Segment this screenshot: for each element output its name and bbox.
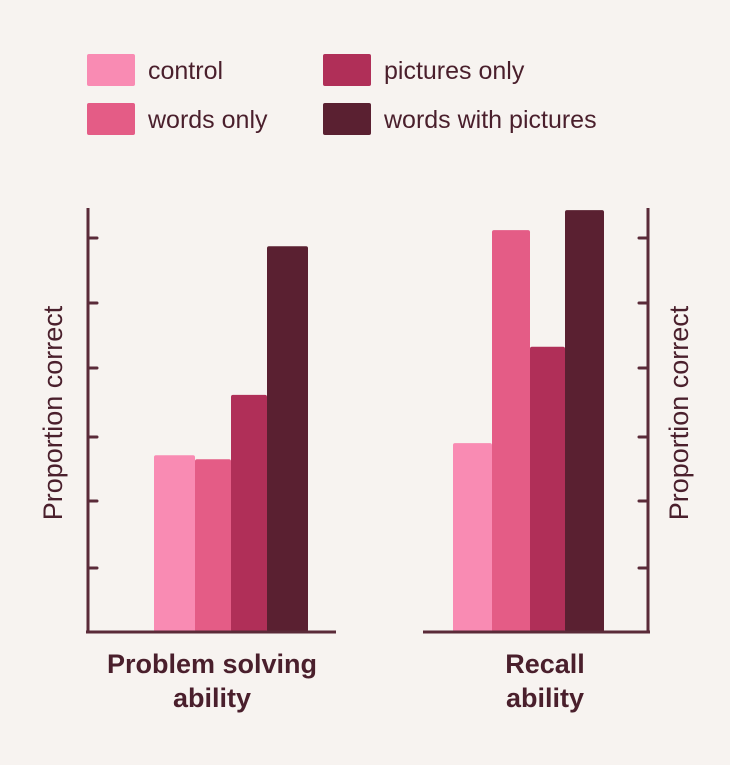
bar-control [453,443,492,632]
legend-label-words-with-pictures: words with pictures [383,106,597,134]
y-axis-label-left: Proportion correct [38,305,68,520]
bar-words-with-pictures [565,210,604,632]
bars-problem-solving [154,246,308,632]
legend: control words only pictures only words w… [87,54,597,135]
x-axis-label-right-line1: Recall [505,649,585,679]
x-axis-label-left-line1: Problem solving [107,649,317,679]
legend-item-words-with-pictures: words with pictures [323,103,597,135]
bar-pictures-only [530,346,565,632]
legend-item-control: control [87,54,223,86]
legend-swatch-pictures-only [323,54,371,86]
bars-recall [453,210,604,632]
bar-control [154,455,195,632]
legend-swatch-control [87,54,135,86]
bar-words-with-pictures [267,246,308,632]
panel-recall: Proportion correct Recall ability [423,208,694,713]
bar-pictures-only [231,394,267,632]
legend-label-words-only: words only [147,106,268,134]
bar-words-only [195,459,231,632]
legend-item-pictures-only: pictures only [323,54,525,86]
legend-label-pictures-only: pictures only [384,57,525,85]
x-axis-label-right-line2: ability [506,683,584,713]
panel-problem-solving: Proportion correct Problem solving abili… [38,208,336,713]
y-ticks-left [86,236,99,570]
legend-swatch-words-with-pictures [323,103,371,135]
legend-label-control: control [148,57,223,85]
legend-item-words-only: words only [87,103,268,135]
x-axis-label-left-line2: ability [173,683,251,713]
legend-swatch-words-only [87,103,135,135]
bar-words-only [492,230,530,632]
y-axis-label-right: Proportion correct [664,305,694,520]
y-ticks-right [637,236,650,570]
